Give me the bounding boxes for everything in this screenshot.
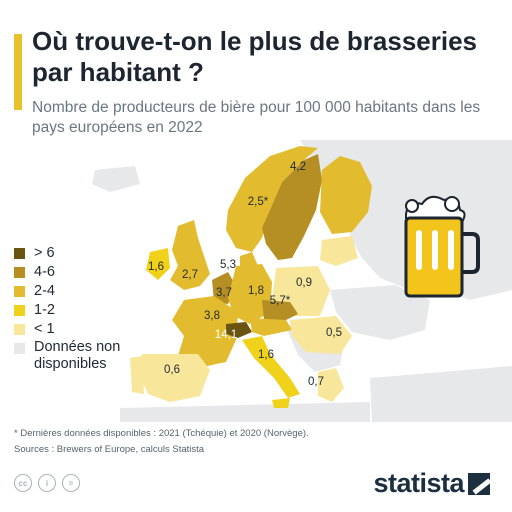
country-hungary-romania xyxy=(290,316,352,354)
title-accent-bar xyxy=(14,34,22,110)
value-label-1-6-italy: 1,6 xyxy=(258,349,274,361)
legend-swatch xyxy=(14,324,25,335)
legend-swatch xyxy=(14,286,25,297)
value-label-5-7: 5,7* xyxy=(270,295,291,307)
legend-swatch xyxy=(14,305,25,316)
legend-swatch xyxy=(14,248,25,259)
value-label-0-7: 0,7 xyxy=(308,376,324,388)
country-north-africa xyxy=(120,402,370,422)
country-italy xyxy=(242,336,300,398)
no-derivatives-icon[interactable]: = xyxy=(62,474,80,492)
legend-item: 1-2 xyxy=(12,301,152,320)
value-label-0-6: 0,6 xyxy=(164,364,180,376)
legend-label: 1-2 xyxy=(34,302,55,318)
country-spain xyxy=(140,354,210,402)
statista-logo-icon xyxy=(468,472,490,495)
page-subtitle: Nombre de producteurs de bière pour 100 … xyxy=(32,99,481,136)
legend-label: > 6 xyxy=(34,245,55,261)
attribution-icon[interactable]: i xyxy=(38,474,56,492)
value-label-14-1: 14,1 xyxy=(215,329,237,341)
legend-item: < 1 xyxy=(12,320,152,339)
country-portugal xyxy=(130,356,144,394)
europe-map: 4,2 2,5* 1,6 2,7 5,3 0,9 3,7 1,8 5,7* 3,… xyxy=(92,140,512,422)
value-label-2-7: 2,7 xyxy=(182,269,198,281)
country-sicily xyxy=(272,398,290,408)
legend-label: 2-4 xyxy=(34,283,55,299)
brand-name: statista xyxy=(373,468,464,498)
legend-item: 4-6 xyxy=(12,263,152,282)
value-label-5-3: 5,3 xyxy=(220,259,236,271)
legend-swatch xyxy=(14,343,25,354)
value-label-2-5: 2,5* xyxy=(248,196,269,208)
country-iceland xyxy=(92,166,140,192)
country-norway xyxy=(226,146,318,252)
country-ukraine-region xyxy=(330,285,430,340)
country-czechia xyxy=(262,300,298,322)
legend-label: Données non disponibles xyxy=(34,339,121,372)
statista-logo[interactable]: statista xyxy=(373,468,490,499)
country-uk xyxy=(170,220,210,290)
value-label-0-5: 0,5 xyxy=(326,327,342,339)
license-icons: cc i = xyxy=(14,474,80,492)
value-labels: 4,2 2,5* 1,6 2,7 5,3 0,9 3,7 1,8 5,7* 3,… xyxy=(148,161,342,388)
legend-item: Données non disponibles xyxy=(12,339,152,375)
country-germany xyxy=(228,264,272,324)
value-label-3-8: 3,8 xyxy=(204,310,220,322)
legend-label: < 1 xyxy=(34,321,55,337)
legend: > 6 4-6 2-4 1-2 < 1 Données non disponib… xyxy=(12,244,152,375)
country-baltics xyxy=(320,236,358,266)
country-switzerland xyxy=(226,322,252,338)
value-label-1-6-ireland: 1,6 xyxy=(148,261,164,273)
value-label-3-7: 3,7 xyxy=(216,287,232,299)
sources-line: Sources : Brewers of Europe, calculs Sta… xyxy=(14,444,205,455)
footnote: * Dernières données disponibles : 2021 (… xyxy=(14,428,309,439)
country-ireland xyxy=(146,248,170,280)
colored-countries xyxy=(130,146,372,408)
legend-swatch xyxy=(14,267,25,278)
page-title: Où trouve-t-on le plus de brasseries par… xyxy=(32,26,477,87)
country-sweden xyxy=(262,154,322,260)
country-france xyxy=(172,296,238,368)
cc-icon[interactable]: cc xyxy=(14,474,32,492)
legend-item: 2-4 xyxy=(12,282,152,301)
value-label-1-8: 1,8 xyxy=(248,285,264,297)
country-greece xyxy=(318,368,344,402)
country-finland xyxy=(320,156,372,234)
legend-label: 4-6 xyxy=(34,264,55,280)
beer-mug-icon xyxy=(404,195,480,298)
country-turkey xyxy=(370,366,512,422)
value-label-4-2: 4,2 xyxy=(290,161,306,173)
legend-item: > 6 xyxy=(12,244,152,263)
country-austria xyxy=(250,318,292,336)
value-label-0-9: 0,9 xyxy=(296,277,312,289)
